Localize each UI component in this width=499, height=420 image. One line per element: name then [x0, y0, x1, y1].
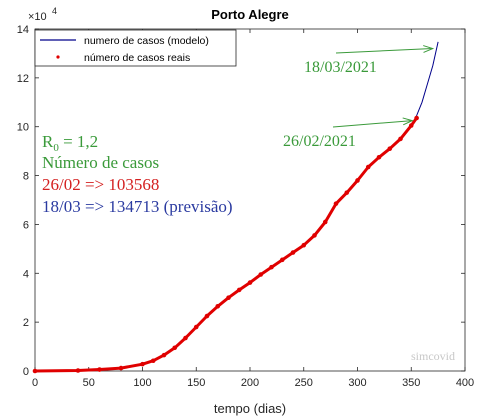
- y-tick-label: 4: [23, 268, 29, 280]
- x-tick-label: 250: [295, 377, 313, 389]
- cases-real: 26/02 => 103568: [42, 175, 159, 194]
- series-dots-real: [34, 117, 418, 373]
- x-tick-label: 0: [32, 377, 38, 389]
- arrow-real-label: 26/02/2021: [283, 133, 356, 150]
- arrow-real-head: [402, 117, 414, 126]
- legend-label-real: número de casos reais: [84, 52, 190, 64]
- chart-title: Porto Alegre: [211, 7, 289, 22]
- x-tick-label: 150: [187, 377, 205, 389]
- y-tick-label: 14: [17, 24, 29, 36]
- legend: numero de casos (modelo) número de casos…: [34, 29, 237, 67]
- x-tick-label: 350: [402, 377, 420, 389]
- y-tick-label: 8: [23, 171, 29, 183]
- x-axis-label: tempo (dias): [214, 401, 286, 416]
- legend-label-model: numero de casos (modelo): [84, 35, 209, 47]
- legend-marker-real: [56, 55, 60, 59]
- x-tick-label: 300: [348, 377, 366, 389]
- y-exponent: ×10 4: [28, 6, 57, 23]
- x-tick-label: 400: [456, 377, 474, 389]
- arrow-forecast-label: 18/03/2021: [304, 59, 377, 76]
- y-exponent-base: ×10: [28, 11, 47, 23]
- y-tick-label: 10: [17, 122, 29, 134]
- y-tick-label: 12: [17, 73, 29, 85]
- plot-axes: 0 50 100 150 200 250 300 350 400 0 2 4 6 8 10 12 14: [17, 24, 474, 389]
- cases-forecast: 18/03 => 134713 (previsão): [42, 197, 233, 216]
- arrow-forecast-head: [423, 45, 435, 53]
- x-tick-label: 200: [241, 377, 259, 389]
- series-layer: [32, 41, 439, 374]
- y-exponent-power: 4: [52, 6, 57, 16]
- y-tick-label: 0: [23, 366, 29, 378]
- x-tick-label: 50: [83, 377, 95, 389]
- y-tick-label: 6: [23, 219, 29, 231]
- y-tick-label: 2: [23, 317, 29, 329]
- arrow-real: [332, 120, 413, 128]
- legend-box: [34, 29, 237, 67]
- watermark: simcovid: [411, 349, 455, 363]
- r0-text: R0 = 1,2: [42, 132, 98, 154]
- x-tick-label: 100: [133, 377, 151, 389]
- arrow-forecast: [335, 48, 433, 54]
- cases-title: Número de casos: [42, 153, 159, 172]
